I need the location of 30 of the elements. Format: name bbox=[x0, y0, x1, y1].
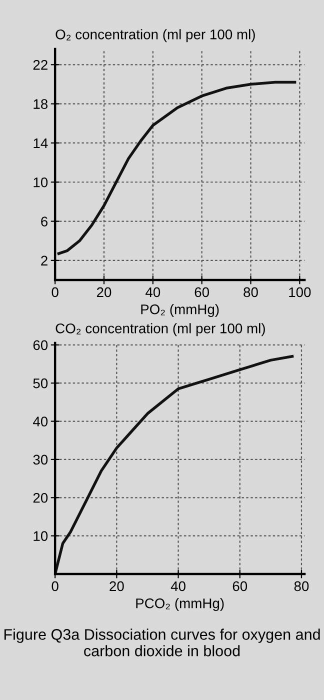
x-tick-label: 0 bbox=[52, 287, 58, 298]
y-tick-label: 6 bbox=[41, 216, 48, 226]
line-series bbox=[57, 80, 296, 255]
y-tick-label: 20 bbox=[33, 492, 48, 503]
y-tick-label: 10 bbox=[34, 177, 48, 188]
line-series bbox=[55, 354, 294, 574]
y-tick-label: 14 bbox=[34, 138, 48, 148]
y-tick-label: 30 bbox=[33, 454, 48, 465]
x-tick-label: 20 bbox=[110, 581, 124, 592]
x-tick-label: 40 bbox=[170, 581, 186, 592]
x-tick-label: 100 bbox=[289, 287, 311, 298]
y-tick-label: 40 bbox=[33, 416, 48, 426]
x-tick-label: 60 bbox=[232, 581, 248, 592]
x-tick-label: 60 bbox=[194, 287, 210, 298]
y-tick-label: 2 bbox=[41, 256, 48, 266]
caption: Figure Q3a Dissociation curves for oxygen and carbon dioxide in blood bbox=[4, 628, 320, 656]
y-axis-title: O₂ concentration (ml per 100 ml) bbox=[56, 29, 255, 42]
x-axis-title: PCO₂ (mmHg) bbox=[136, 598, 224, 612]
y-tick-label: 10 bbox=[34, 531, 48, 541]
x-tick-label: 80 bbox=[294, 581, 309, 592]
x-tick-label: 20 bbox=[96, 287, 112, 298]
x-tick-label: 80 bbox=[244, 287, 258, 298]
x-axis-title: PO₂ (mmHg) bbox=[141, 304, 219, 318]
y-axis-title: CO₂ concentration (ml per 100 ml) bbox=[56, 323, 265, 336]
x-tick-label: 40 bbox=[146, 287, 160, 298]
y-tick-label: 60 bbox=[33, 340, 48, 350]
y-tick-label: 18 bbox=[34, 99, 48, 109]
x-tick-label: 0 bbox=[52, 581, 58, 592]
y-tick-label: 22 bbox=[33, 60, 48, 70]
y-tick-label: 50 bbox=[33, 378, 48, 388]
